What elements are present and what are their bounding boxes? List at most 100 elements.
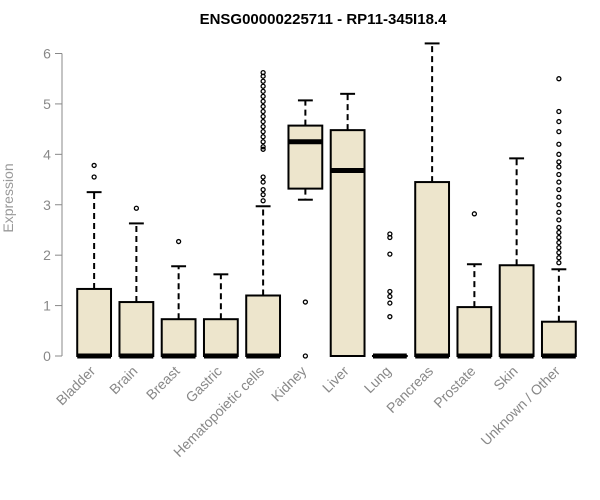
x-tick-label: Pancreas <box>383 363 436 416</box>
x-tick-label: Skin <box>490 363 521 394</box>
outlier-point <box>387 293 393 300</box>
outlier-point <box>556 186 562 193</box>
outlier-point <box>91 162 97 169</box>
box-body <box>414 181 451 357</box>
box-lung <box>371 231 408 359</box>
outlier-point <box>556 217 562 223</box>
box-body <box>540 320 577 358</box>
x-tick-label: Brain <box>106 363 140 397</box>
box-hematopoietic-cells <box>245 70 282 359</box>
outlier-point <box>556 209 562 215</box>
y-axis-label: Expression <box>0 163 16 232</box>
box-body <box>456 306 493 357</box>
outlier-point <box>302 299 309 305</box>
outlier-point <box>260 118 266 125</box>
outlier-point <box>260 93 266 100</box>
box-liver <box>329 92 366 357</box>
x-tick-label: Prostate <box>430 363 478 411</box>
outlier-point <box>260 83 266 89</box>
y-tick-label: 3 <box>43 197 51 213</box>
outlier-point <box>387 300 393 306</box>
chart-title: ENSG00000225711 - RP11-345I18.4 <box>200 11 448 28</box>
box-body <box>498 264 535 357</box>
box-body <box>287 124 324 190</box>
outlier-point <box>91 174 97 180</box>
y-tick-label: 1 <box>43 298 51 314</box>
outlier-point <box>556 229 562 236</box>
outlier-point <box>260 88 266 94</box>
outlier-point <box>556 128 562 135</box>
outlier-point <box>387 251 393 257</box>
x-tick-label: Breast <box>143 363 183 403</box>
y-tick-label: 0 <box>43 348 51 364</box>
outlier-point <box>260 70 266 76</box>
outlier-point <box>556 118 562 125</box>
outlier-point <box>556 164 562 170</box>
outlier-point <box>260 146 266 152</box>
y-axis: 0 1 2 3 4 5 6 <box>43 46 63 364</box>
outlier-point <box>260 192 266 198</box>
box-body <box>160 318 197 357</box>
box-breast <box>160 238 197 359</box>
outlier-point <box>260 128 266 135</box>
outlier-point <box>556 171 562 178</box>
outlier-point <box>260 78 266 84</box>
outlier-point <box>260 174 266 180</box>
outlier-point <box>260 113 266 120</box>
box-brain <box>118 205 155 359</box>
outlier-point <box>556 255 562 261</box>
boxes <box>76 42 577 359</box>
outlier-point <box>556 249 562 256</box>
outlier-point <box>556 244 562 251</box>
outlier-point <box>387 288 393 295</box>
outlier-point <box>556 108 562 115</box>
x-tick-label: Bladder <box>53 363 99 409</box>
y-tick-label: 6 <box>43 46 51 62</box>
outlier-point <box>260 103 266 110</box>
outlier-point <box>556 239 562 246</box>
outlier-point <box>175 238 182 245</box>
outlier-point <box>556 234 562 241</box>
box-prostate <box>456 211 493 359</box>
outlier-point <box>260 186 266 193</box>
box-bladder <box>76 162 113 359</box>
outlier-point <box>556 194 562 200</box>
outlier-point <box>387 314 393 320</box>
box-body <box>118 301 155 358</box>
box-body <box>202 318 239 357</box>
outlier-point <box>260 198 266 204</box>
outlier-point <box>260 108 266 115</box>
outlier-point <box>260 98 266 105</box>
box-kidney <box>287 99 324 359</box>
outlier-point <box>556 224 562 231</box>
box-skin <box>498 157 535 359</box>
x-tick-label: Kidney <box>268 363 310 405</box>
outlier-point <box>260 179 266 185</box>
box-body <box>245 294 282 357</box>
outlier-point <box>556 159 562 165</box>
box-pancreas <box>414 42 451 359</box>
outlier-point <box>556 202 562 208</box>
x-tick-label: Lung <box>361 363 394 396</box>
box-unknown-other <box>540 76 577 359</box>
x-tick-label: Unknown / Other <box>477 363 563 449</box>
outlier-point <box>260 134 266 140</box>
box-gastric <box>202 273 239 359</box>
outlier-point <box>556 76 562 82</box>
outlier-point <box>556 260 562 266</box>
outlier-point <box>260 123 266 130</box>
y-tick-label: 4 <box>43 146 51 162</box>
outlier-point <box>133 205 140 211</box>
x-tick-label: Liver <box>319 363 352 396</box>
box-body <box>329 129 366 357</box>
outlier-point <box>556 151 562 157</box>
outlier-point <box>302 353 309 359</box>
y-tick-label: 2 <box>43 247 51 263</box>
outlier-point <box>260 144 266 150</box>
box-body <box>76 287 113 357</box>
outlier-point <box>471 211 478 217</box>
outlier-point <box>260 139 266 145</box>
outlier-point <box>556 179 562 185</box>
